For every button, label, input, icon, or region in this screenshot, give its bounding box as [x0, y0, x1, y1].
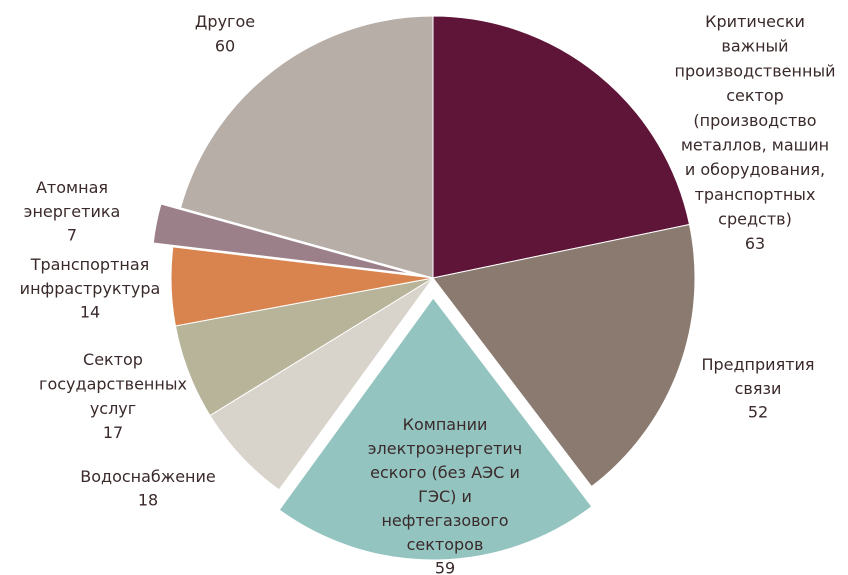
label-line: государственных [39, 374, 187, 393]
label-line: средств) [718, 209, 792, 228]
pie-slice [170, 246, 434, 327]
value-label: 52 [748, 403, 768, 422]
label-line: Предприятия [701, 355, 814, 374]
label-line: инфраструктура [20, 279, 161, 298]
label-line: связи [735, 379, 782, 398]
pie-slice [432, 15, 691, 279]
pie-slice [278, 297, 593, 561]
label-line: ГЭС) и [418, 487, 472, 506]
label-line: секторов [407, 535, 484, 554]
slice-label: Компании электроэнергетич еского (без АЭС … [368, 415, 522, 554]
slice-label: Транспортная инфраструктура [20, 255, 161, 298]
label-line: Сектор [83, 350, 143, 369]
label-line: Транспортная [30, 255, 150, 274]
slice-label: Водоснабжение [80, 467, 216, 486]
value-label: 14 [80, 303, 100, 322]
slice-label: Критически важный производственный сектор (п… [675, 12, 836, 229]
value-label: 59 [435, 559, 455, 575]
pie-slice [179, 15, 434, 279]
label-line: Компании [403, 415, 488, 434]
label-line: (производство [693, 110, 816, 129]
slice-label: Предприятия связи [701, 355, 814, 398]
value-label: 60 [215, 37, 235, 56]
label-line: услуг [90, 399, 136, 418]
value-label: 18 [138, 491, 158, 510]
slice-label: Другое [195, 12, 255, 31]
pie-slice [152, 203, 414, 275]
label-line: Атомная [36, 178, 108, 197]
label-line: энергетика [24, 202, 121, 221]
label-line: сектор [726, 86, 784, 105]
slice-label: Атомная энергетика [24, 178, 121, 221]
label-line: электроэнергетич [368, 439, 522, 458]
label-line: важный [721, 36, 788, 55]
pie-slice [432, 223, 696, 488]
slice-label: Сектор государственных услуг [39, 350, 187, 418]
label-line: и оборудования, [685, 160, 825, 179]
value-label: 63 [745, 234, 765, 253]
label-line: нефтегазового [381, 511, 508, 530]
label-line: Водоснабжение [80, 467, 216, 486]
label-line: производственный [675, 61, 836, 80]
label-line: металлов, машин [681, 135, 829, 154]
label-line: еского (без АЭС и [370, 463, 520, 482]
label-line: Критически [705, 12, 805, 31]
label-line: Другое [195, 12, 255, 31]
value-label: 17 [103, 423, 123, 442]
value-label: 7 [67, 226, 77, 245]
label-line: транспортных [695, 184, 816, 203]
